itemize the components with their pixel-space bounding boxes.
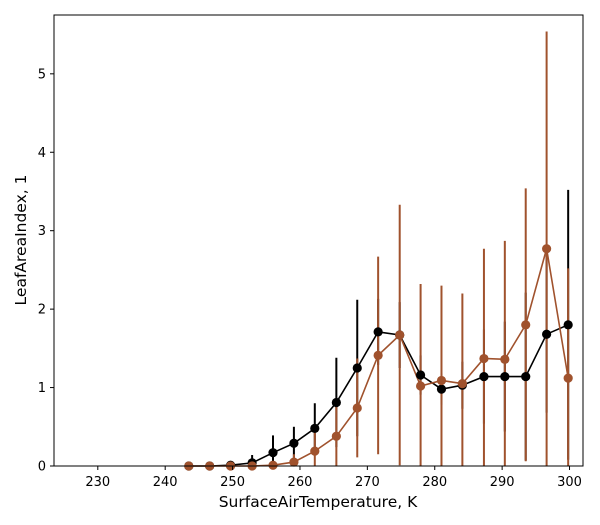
y-tick-label: 0 [38,460,46,475]
data-point [268,448,278,458]
y-tick-label: 2 [38,303,46,318]
y-tick-label: 3 [38,224,46,239]
x-axis-label: SurfaceAirTemperature, K [219,493,418,511]
y-tick-label: 4 [38,146,46,161]
data-point [415,381,426,391]
data-point [415,370,426,380]
y-tick-label: 1 [38,381,46,396]
x-tick-label: 280 [422,475,447,490]
data-point [373,327,383,337]
data-point [500,371,510,382]
data-point [373,350,383,361]
data-point [479,371,489,382]
data-point [436,375,447,386]
data-point [310,446,320,456]
y-axis-label: LeafAreaIndex, 1 [12,175,30,306]
y-axis-ticks: 0 1 2 3 4 5 [38,67,54,475]
data-point [542,244,552,254]
data-point [289,438,299,448]
plot-background [54,15,583,466]
data-point [331,431,341,441]
x-tick-label: 230 [85,475,110,490]
data-point [563,320,573,330]
x-tick-label: 300 [557,475,582,490]
data-point [331,397,341,408]
data-point [268,460,278,470]
data-point [521,320,531,330]
x-tick-label: 240 [153,475,178,490]
data-point [352,363,362,373]
data-point [479,353,489,364]
data-point [521,371,531,382]
data-point [542,329,552,339]
x-tick-label: 270 [355,475,380,490]
data-point [352,403,362,413]
x-tick-label: 290 [490,475,515,490]
x-axis-ticks: 230 240 250 260 270 280 290 300 [85,466,582,490]
data-point [500,354,510,364]
data-markers [184,244,573,471]
x-tick-label: 250 [220,475,245,490]
y-tick-label: 5 [38,67,46,82]
plot-frame [53,14,584,467]
data-point [457,379,467,389]
data-point [395,330,405,340]
data-point [436,384,447,394]
data-point [563,373,573,383]
data-point [289,457,299,467]
data-point [310,423,320,433]
x-tick-label: 260 [288,475,313,490]
